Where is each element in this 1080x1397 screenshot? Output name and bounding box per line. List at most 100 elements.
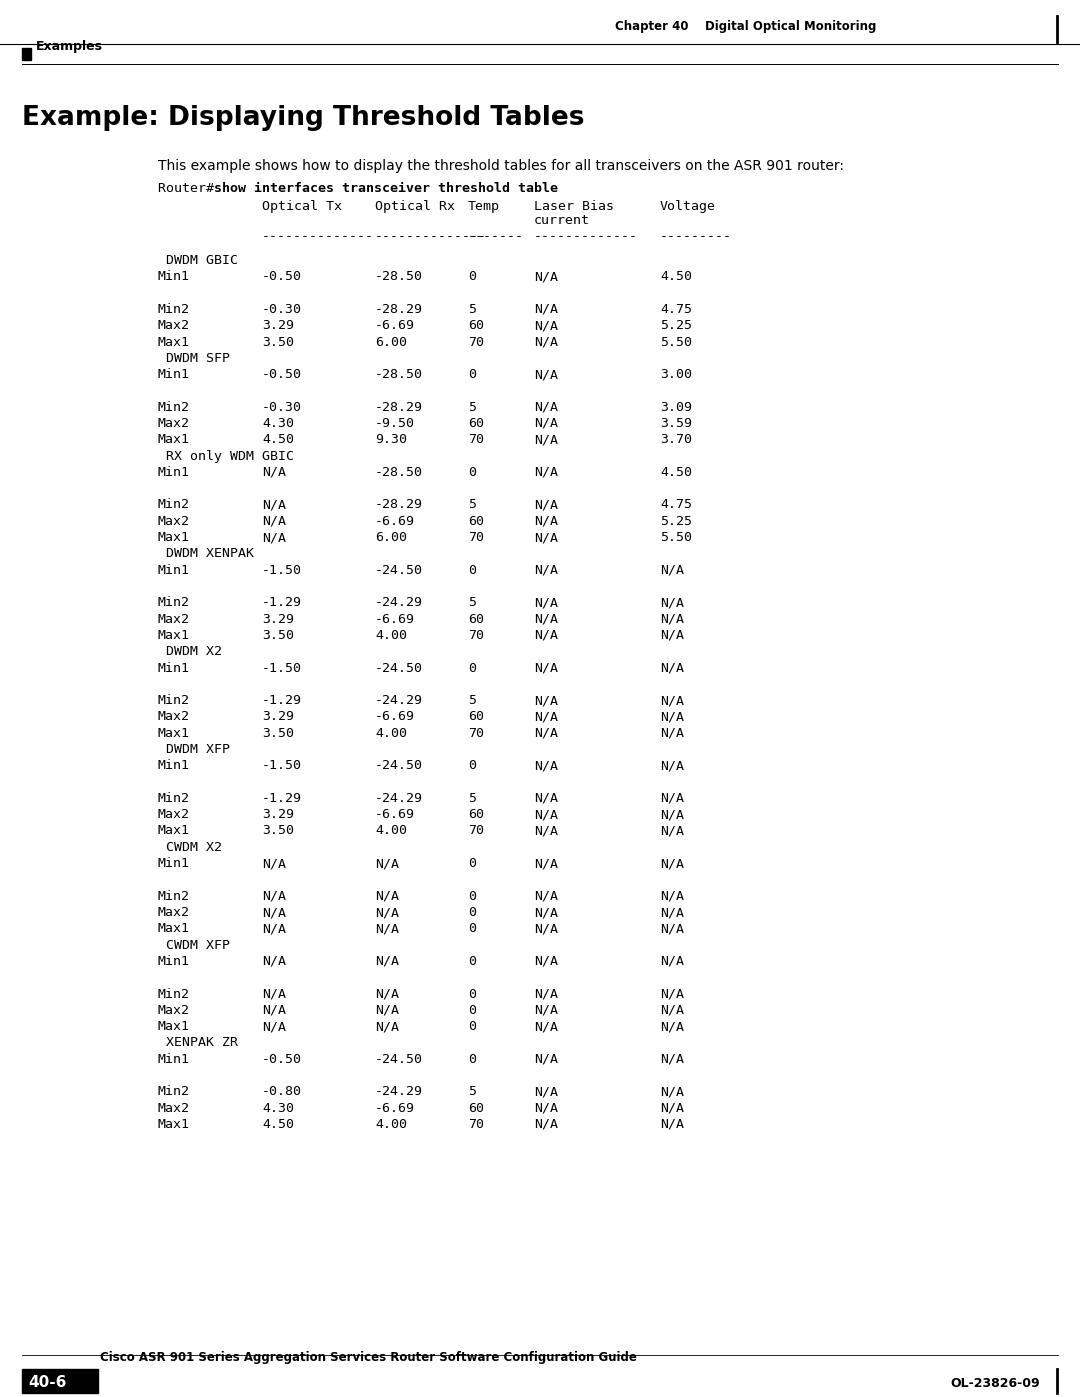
Text: N/A: N/A [660, 1085, 684, 1098]
Text: N/A: N/A [534, 1053, 558, 1066]
Text: N/A: N/A [534, 1118, 558, 1132]
Text: N/A: N/A [660, 613, 684, 626]
Text: show interfaces transceiver threshold table: show interfaces transceiver threshold ta… [214, 182, 558, 196]
Text: -0.30: -0.30 [262, 303, 302, 316]
Text: -0.30: -0.30 [262, 401, 302, 414]
Text: DWDM XENPAK: DWDM XENPAK [166, 548, 254, 560]
Text: N/A: N/A [375, 1020, 399, 1034]
Text: -24.50: -24.50 [375, 1053, 423, 1066]
Text: 0: 0 [468, 662, 476, 675]
Text: 4.00: 4.00 [375, 824, 407, 837]
Text: -6.69: -6.69 [375, 1102, 415, 1115]
Text: Min2: Min2 [158, 597, 190, 609]
Text: 70: 70 [468, 1118, 484, 1132]
Text: 70: 70 [468, 629, 484, 641]
Text: -6.69: -6.69 [375, 613, 415, 626]
Text: Min1: Min1 [158, 662, 190, 675]
Text: Optical Rx: Optical Rx [375, 200, 455, 212]
Text: N/A: N/A [262, 467, 286, 479]
Text: N/A: N/A [534, 467, 558, 479]
Text: 60: 60 [468, 1102, 484, 1115]
Text: N/A: N/A [660, 629, 684, 641]
Text: N/A: N/A [534, 531, 558, 543]
Text: N/A: N/A [660, 809, 684, 821]
Text: 5.25: 5.25 [660, 319, 692, 332]
Text: 4.50: 4.50 [262, 1118, 294, 1132]
Text: 0: 0 [468, 270, 476, 284]
Text: -0.50: -0.50 [262, 367, 302, 381]
Text: N/A: N/A [660, 890, 684, 902]
Text: --------------: -------------- [262, 231, 374, 243]
Text: N/A: N/A [534, 858, 558, 870]
Text: N/A: N/A [534, 335, 558, 348]
Text: -1.50: -1.50 [262, 760, 302, 773]
Text: -24.29: -24.29 [375, 1085, 423, 1098]
Text: Max2: Max2 [158, 809, 190, 821]
Text: N/A: N/A [375, 988, 399, 1000]
Text: -0.50: -0.50 [262, 270, 302, 284]
Text: N/A: N/A [262, 531, 286, 543]
Text: N/A: N/A [660, 564, 684, 577]
Text: 4.75: 4.75 [660, 303, 692, 316]
Text: OL-23826-09: OL-23826-09 [950, 1377, 1040, 1390]
Text: -28.29: -28.29 [375, 303, 423, 316]
Text: -24.29: -24.29 [375, 597, 423, 609]
Text: CWDM XFP: CWDM XFP [166, 939, 230, 951]
Text: -24.50: -24.50 [375, 760, 423, 773]
Text: 5.50: 5.50 [660, 335, 692, 348]
Text: -24.50: -24.50 [375, 662, 423, 675]
Text: current: current [534, 214, 590, 226]
Text: 60: 60 [468, 711, 484, 724]
Text: N/A: N/A [534, 319, 558, 332]
Text: -6.69: -6.69 [375, 515, 415, 528]
Text: Example: Displaying Threshold Tables: Example: Displaying Threshold Tables [22, 105, 584, 131]
Text: Max2: Max2 [158, 515, 190, 528]
Text: 3.70: 3.70 [660, 433, 692, 446]
Text: N/A: N/A [660, 956, 684, 968]
Text: 0: 0 [468, 367, 476, 381]
Text: -28.29: -28.29 [375, 499, 423, 511]
Text: Min2: Min2 [158, 988, 190, 1000]
Text: -6.69: -6.69 [375, 809, 415, 821]
Text: N/A: N/A [262, 956, 286, 968]
Text: 3.29: 3.29 [262, 613, 294, 626]
Text: N/A: N/A [262, 858, 286, 870]
Text: Max1: Max1 [158, 335, 190, 348]
Text: Max2: Max2 [158, 416, 190, 430]
Text: N/A: N/A [534, 694, 558, 707]
Text: N/A: N/A [262, 890, 286, 902]
Text: CWDM X2: CWDM X2 [166, 841, 222, 854]
Text: -28.50: -28.50 [375, 270, 423, 284]
Text: -6.69: -6.69 [375, 711, 415, 724]
Text: 70: 70 [468, 531, 484, 543]
Text: N/A: N/A [534, 401, 558, 414]
Text: Min1: Min1 [158, 564, 190, 577]
Text: 60: 60 [468, 613, 484, 626]
Text: 70: 70 [468, 726, 484, 739]
Text: N/A: N/A [660, 792, 684, 805]
Text: RX only WDM GBIC: RX only WDM GBIC [166, 450, 294, 462]
Text: -0.80: -0.80 [262, 1085, 302, 1098]
Text: Min2: Min2 [158, 694, 190, 707]
Text: N/A: N/A [660, 597, 684, 609]
Text: N/A: N/A [262, 922, 286, 936]
Text: 4.50: 4.50 [660, 467, 692, 479]
Text: N/A: N/A [534, 1102, 558, 1115]
Text: Max1: Max1 [158, 922, 190, 936]
Text: 5.25: 5.25 [660, 515, 692, 528]
Text: -24.50: -24.50 [375, 564, 423, 577]
Text: 5: 5 [468, 499, 476, 511]
Text: N/A: N/A [534, 303, 558, 316]
Text: N/A: N/A [660, 1004, 684, 1017]
Text: 4.50: 4.50 [660, 270, 692, 284]
Text: Min1: Min1 [158, 270, 190, 284]
Text: N/A: N/A [534, 922, 558, 936]
Text: 6.00: 6.00 [375, 531, 407, 543]
Text: N/A: N/A [660, 988, 684, 1000]
Text: Max1: Max1 [158, 824, 190, 837]
Text: 3.00: 3.00 [660, 367, 692, 381]
Text: N/A: N/A [660, 1020, 684, 1034]
Text: N/A: N/A [262, 515, 286, 528]
Text: Min2: Min2 [158, 1085, 190, 1098]
Text: 5: 5 [468, 401, 476, 414]
